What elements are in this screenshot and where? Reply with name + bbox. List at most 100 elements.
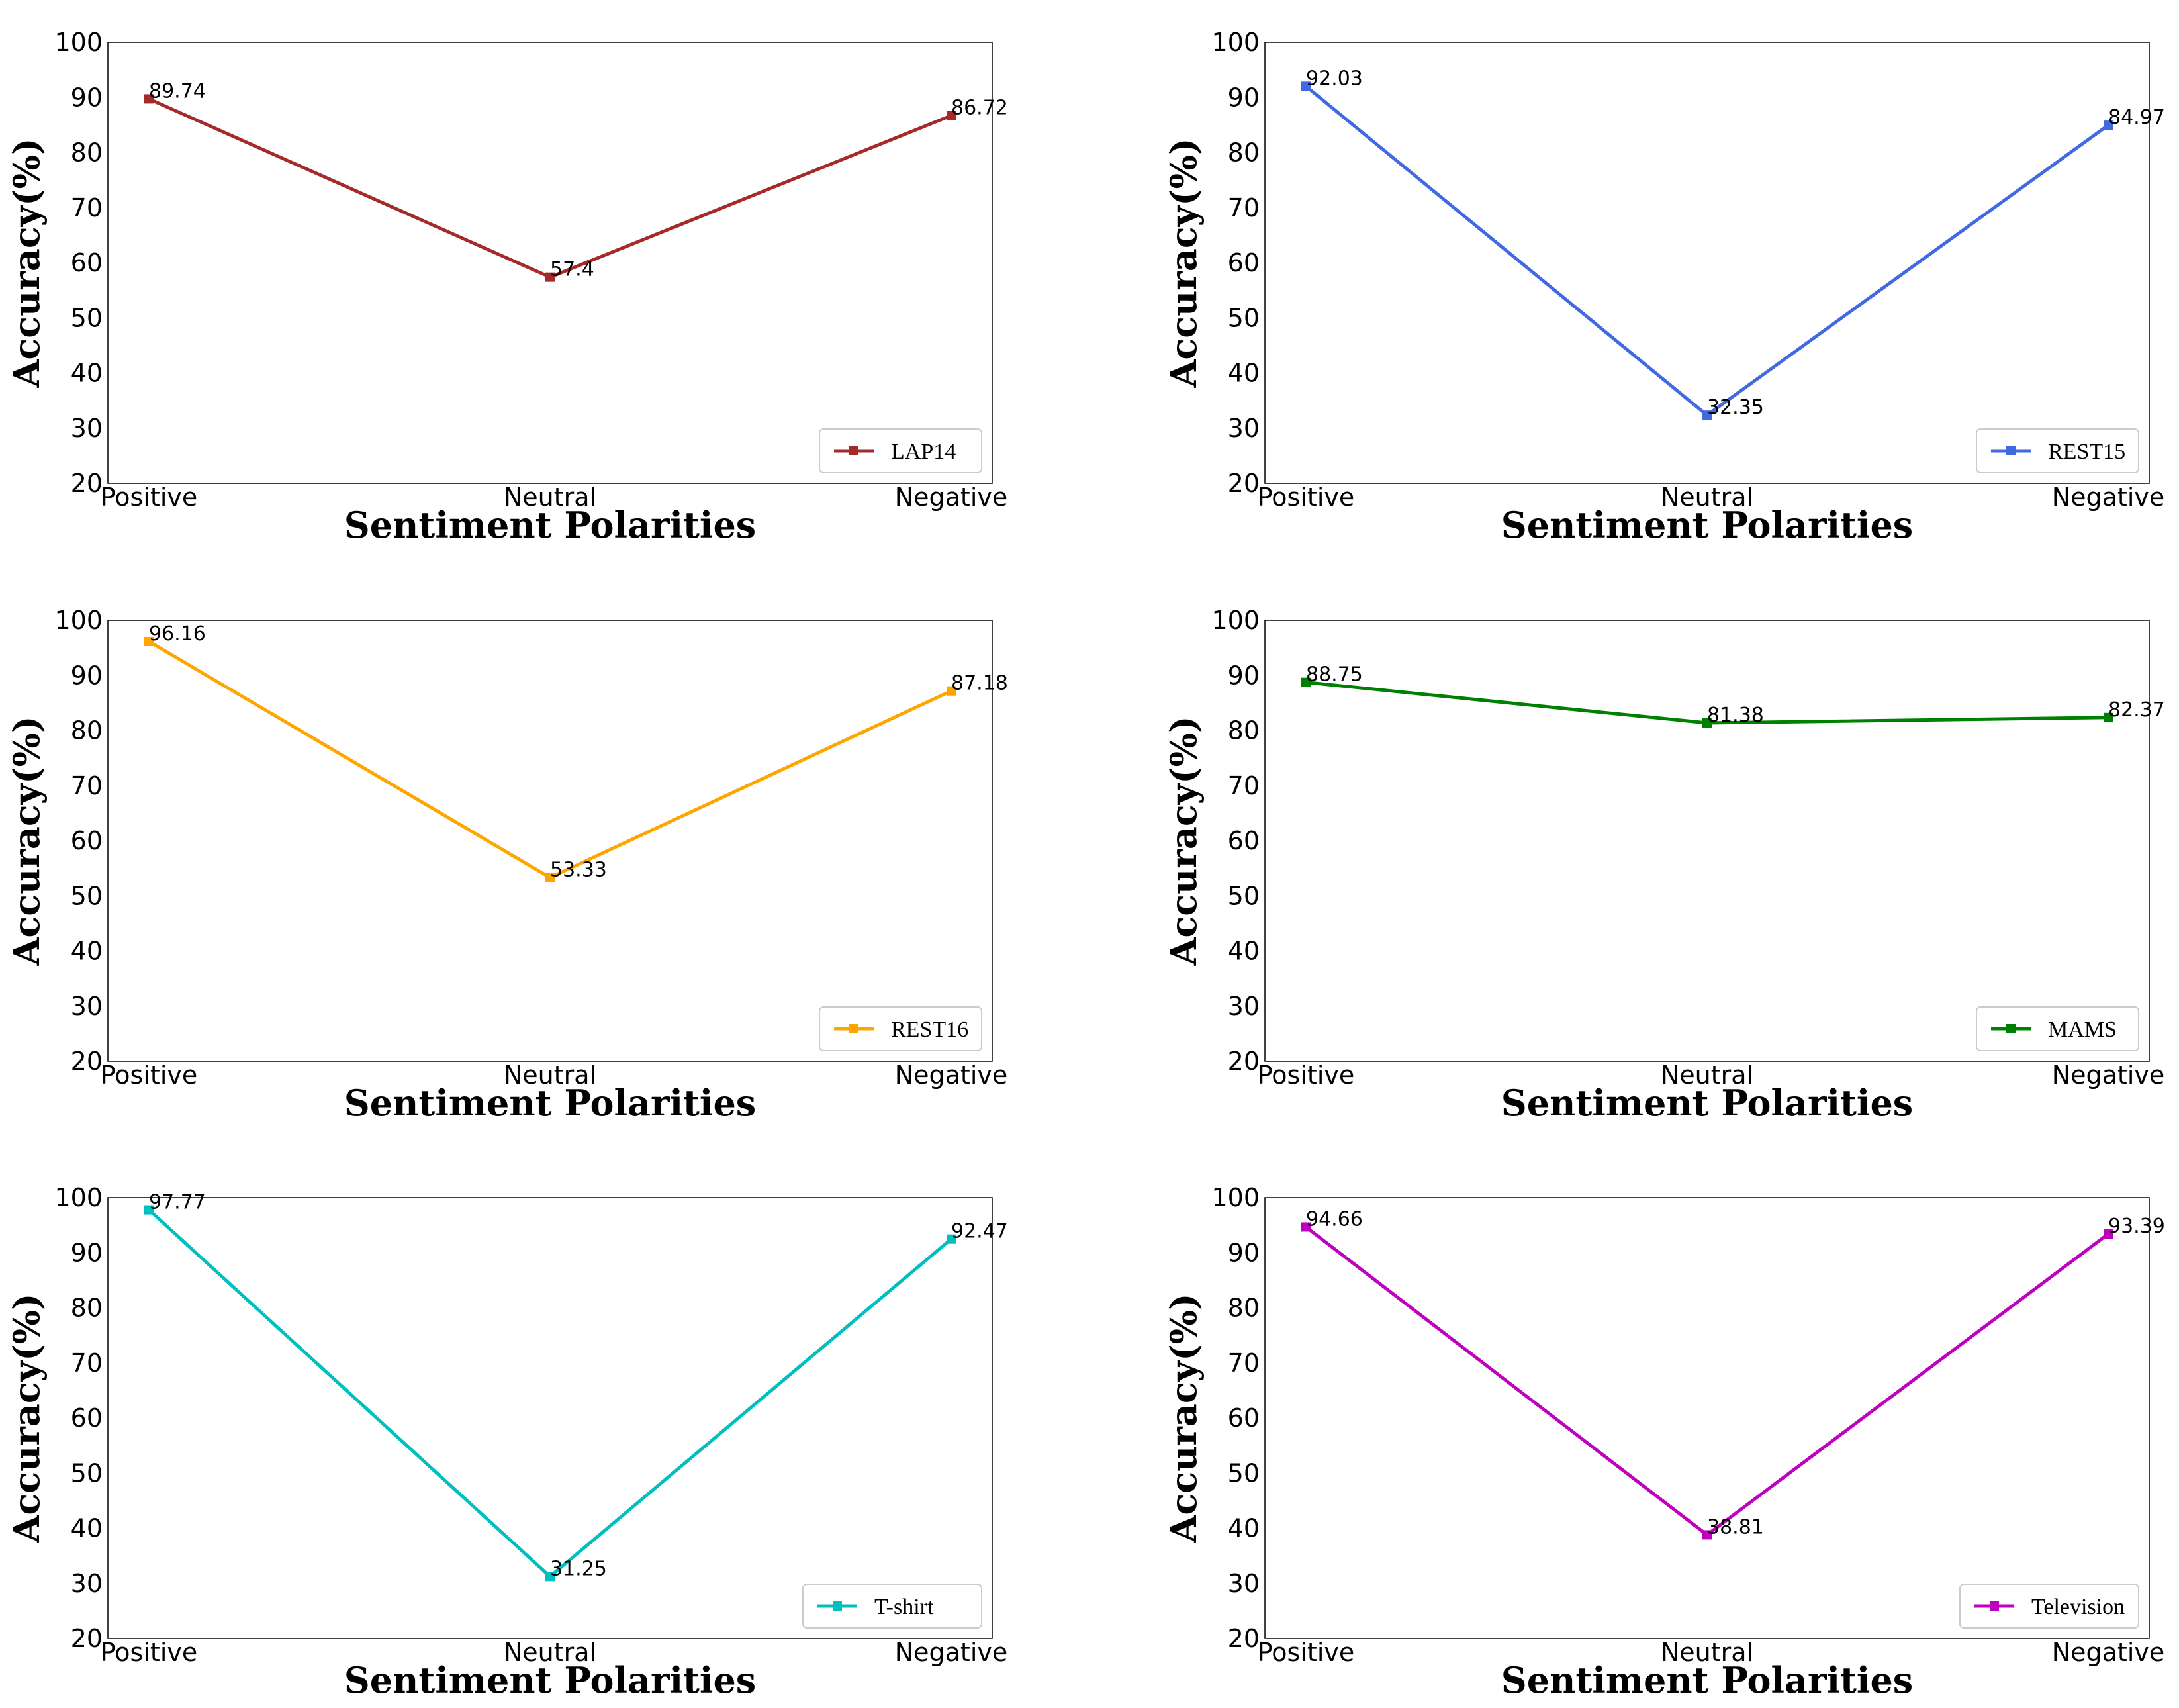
y-axis-title: Accuracy(%) bbox=[5, 716, 48, 966]
legend: MAMS bbox=[1976, 1006, 2139, 1051]
data-point bbox=[1702, 410, 1712, 420]
legend-marker bbox=[833, 1601, 842, 1611]
y-tick-label: 80 bbox=[1228, 138, 1260, 167]
chart-panel-1: 20 30 40 50 60 70 80 90 100 Positive Neutral Negati… bbox=[5, 28, 1008, 546]
data-point bbox=[1702, 1530, 1712, 1540]
data-point bbox=[144, 94, 154, 104]
y-axis-title: Accuracy(%) bbox=[1162, 138, 1205, 388]
y-tick-label: 30 bbox=[1228, 992, 1260, 1021]
y-tick-label: 80 bbox=[1228, 1294, 1260, 1323]
y-tick-label: 60 bbox=[71, 248, 103, 277]
y-tick-label: 60 bbox=[1228, 1403, 1260, 1433]
x-axis-title: Sentiment Polarities bbox=[344, 1659, 756, 1701]
series-line bbox=[1305, 1225, 2109, 1537]
y-tick-label: 20 bbox=[71, 469, 103, 498]
data-point bbox=[2104, 712, 2113, 722]
plot-frame bbox=[107, 42, 993, 484]
y-tick-label: 70 bbox=[71, 193, 103, 222]
y-tick-label: 40 bbox=[1228, 359, 1260, 388]
legend-box bbox=[1976, 1006, 2139, 1051]
chart-panel-3: 20 30 40 50 60 70 80 90 100 Positive Neutral Negati… bbox=[5, 606, 1008, 1124]
y-tick-label: 100 bbox=[54, 1183, 103, 1212]
x-axis-title: Sentiment Polarities bbox=[344, 1082, 756, 1124]
legend-label: T-shirt bbox=[874, 1595, 934, 1619]
y-tick-label: 40 bbox=[71, 359, 103, 388]
y-axis-title: Accuracy(%) bbox=[1162, 716, 1205, 966]
data-label: 93.39 bbox=[2108, 1215, 2165, 1238]
y-tick-label: 20 bbox=[1228, 1047, 1260, 1076]
legend-marker bbox=[2006, 446, 2016, 455]
y-tick-label: 70 bbox=[1228, 1349, 1260, 1378]
chart-panel-4: 20 30 40 50 60 70 80 90 100 Positive Neutral Negati… bbox=[1162, 606, 2165, 1124]
legend: REST16 bbox=[819, 1006, 982, 1051]
y-tick-label: 50 bbox=[1228, 303, 1260, 332]
y-axis-title: Accuracy(%) bbox=[1162, 1293, 1205, 1543]
y-tick-label: 100 bbox=[1211, 606, 1260, 635]
x-tick-label: Positive bbox=[1258, 1638, 1355, 1667]
data-label: 86.72 bbox=[951, 97, 1008, 120]
legend-label: MAMS bbox=[2048, 1018, 2117, 1042]
series-line bbox=[1305, 85, 2109, 417]
y-tick-label: 20 bbox=[71, 1047, 103, 1076]
y-tick-label: 100 bbox=[54, 606, 103, 635]
y-tick-label: 50 bbox=[71, 303, 103, 332]
y-tick-label: 60 bbox=[1228, 248, 1260, 277]
data-label: 97.77 bbox=[149, 1191, 206, 1214]
y-tick-label: 90 bbox=[1228, 661, 1260, 690]
x-tick-label: Negative bbox=[2052, 1061, 2165, 1090]
x-tick-label: Neutral bbox=[504, 1638, 596, 1667]
data-point bbox=[144, 1205, 154, 1215]
legend: Television bbox=[1959, 1584, 2139, 1629]
x-tick-label: Neutral bbox=[1661, 1061, 1753, 1090]
series-line bbox=[148, 640, 952, 880]
y-tick-label: 70 bbox=[71, 1349, 103, 1378]
x-axis-title: Sentiment Polarities bbox=[344, 504, 756, 546]
data-label: 38.81 bbox=[1707, 1515, 1764, 1539]
y-tick-label: 50 bbox=[1228, 1458, 1260, 1488]
x-tick-label: Neutral bbox=[1661, 1638, 1753, 1667]
y-tick-label: 90 bbox=[71, 661, 103, 690]
x-tick-label: Positive bbox=[101, 1061, 198, 1090]
x-axis-title: Sentiment Polarities bbox=[1501, 1082, 1913, 1124]
plot-frame bbox=[107, 620, 993, 1062]
data-label: 87.18 bbox=[951, 672, 1008, 695]
y-tick-label: 80 bbox=[71, 716, 103, 745]
legend-label: REST16 bbox=[891, 1018, 968, 1042]
y-tick-label: 80 bbox=[71, 1294, 103, 1323]
data-label: 88.75 bbox=[1306, 663, 1363, 687]
y-tick-label: 50 bbox=[1228, 881, 1260, 910]
y-tick-label: 40 bbox=[71, 1514, 103, 1543]
y-tick-label: 20 bbox=[1228, 469, 1260, 498]
x-tick-label: Negative bbox=[2052, 1638, 2165, 1667]
data-label: 92.47 bbox=[951, 1220, 1008, 1243]
y-tick-label: 60 bbox=[1228, 826, 1260, 855]
chart-panel-2: 20 30 40 50 60 70 80 90 100 Positive Neutral Negati… bbox=[1162, 28, 2165, 546]
y-tick-label: 20 bbox=[71, 1624, 103, 1653]
legend-marker bbox=[849, 1024, 858, 1033]
y-tick-label: 30 bbox=[71, 1569, 103, 1598]
x-tick-label: Neutral bbox=[504, 483, 596, 512]
y-tick-label: 90 bbox=[71, 1238, 103, 1267]
y-tick-label: 20 bbox=[1228, 1624, 1260, 1653]
y-tick-label: 50 bbox=[71, 881, 103, 910]
y-tick-label: 30 bbox=[1228, 1569, 1260, 1598]
legend-box bbox=[802, 1584, 982, 1629]
plot-frame bbox=[1264, 1197, 2150, 1639]
data-label: 31.25 bbox=[550, 1557, 607, 1580]
y-tick-label: 100 bbox=[1211, 28, 1260, 57]
x-tick-label: Positive bbox=[101, 1638, 198, 1667]
data-point bbox=[1301, 1222, 1311, 1232]
legend-box bbox=[1976, 428, 2139, 473]
x-tick-label: Positive bbox=[1258, 1061, 1355, 1090]
data-label: 84.97 bbox=[2108, 106, 2165, 129]
y-tick-label: 60 bbox=[71, 1403, 103, 1433]
legend-box bbox=[819, 428, 982, 473]
data-label: 82.37 bbox=[2108, 698, 2165, 722]
y-tick-label: 70 bbox=[1228, 771, 1260, 800]
legend: LAP14 bbox=[819, 428, 982, 473]
chart-panel-5: 20 30 40 50 60 70 80 90 100 Positive Neutral Negati… bbox=[5, 1183, 1008, 1701]
x-axis-title: Sentiment Polarities bbox=[1501, 1659, 1913, 1701]
data-label: 94.66 bbox=[1306, 1208, 1363, 1231]
legend: REST15 bbox=[1976, 428, 2139, 473]
plot-frame bbox=[107, 1197, 993, 1639]
